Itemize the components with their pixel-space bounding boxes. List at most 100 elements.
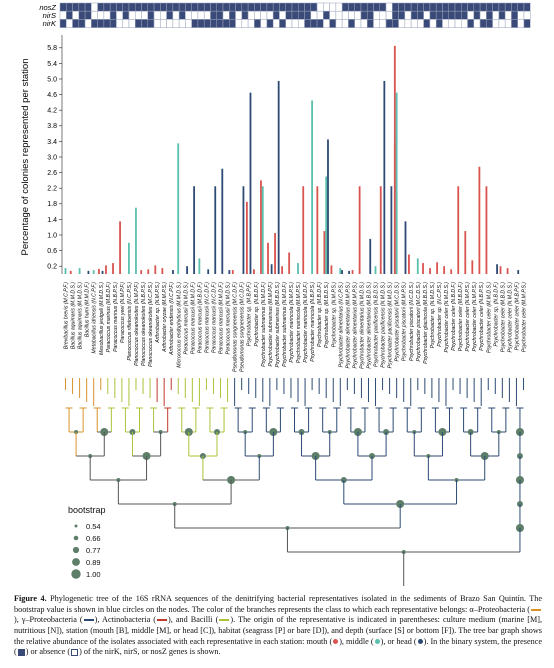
y-tick-label: 0.2 (47, 264, 57, 271)
gene-cell (66, 10, 73, 20)
isolate-label: Psychrobacter celer (M.B.D.F.) (458, 282, 464, 352)
gene-cell (203, 10, 211, 20)
gene-cell (398, 10, 406, 20)
y-tick-label: 4.2 (47, 108, 57, 115)
y-tick-label: 2.6 (47, 170, 57, 177)
isolate-label: Psychrobacter celer (N.M.P.S.) (465, 282, 471, 352)
bar-middle (311, 100, 313, 274)
gene-cell (279, 19, 286, 28)
gene-cell (373, 19, 381, 28)
gene-cell (203, 2, 211, 12)
y-tick-label: 5.0 (47, 76, 57, 83)
bar-head (390, 186, 393, 274)
gene-cell (323, 10, 330, 20)
bar-mouth (408, 254, 410, 274)
gene-cell (354, 19, 362, 28)
gene-cell (492, 10, 500, 20)
gene-cell (141, 19, 149, 28)
gene-cell (379, 10, 387, 20)
isolate-label: Psychrobacter piscatorii (N.C.D.S.) (409, 282, 415, 361)
bar-mouth (253, 269, 255, 274)
bar-mouth (471, 260, 474, 274)
gene-cell (417, 10, 424, 20)
isolate-label: Psychrobacter alimentarius (M.M.P.S.) (345, 282, 351, 369)
gene-cell (366, 19, 374, 28)
bar-middle (78, 268, 81, 274)
bacilli-swatch (219, 619, 230, 622)
gene-cell (172, 19, 180, 28)
gene-cell (203, 19, 211, 28)
gene-cell (511, 19, 518, 28)
bootstrap-legend-dot (72, 546, 80, 554)
gene-cell (486, 2, 493, 12)
isolate-label: Paracoccus marcusii (M.B.D.F.) (197, 282, 203, 354)
gene-cell (210, 2, 217, 12)
gene-cell (417, 19, 424, 28)
gene-cell (172, 10, 180, 20)
gene-cell (486, 19, 493, 28)
bootstrap-legend-dot (72, 558, 80, 566)
bar-head (101, 270, 104, 274)
gene-cell (404, 2, 412, 12)
absence-square (71, 648, 79, 656)
isolate-label: Psychrobacter piscatorii (M.C.D.S.) (416, 282, 422, 362)
gene-cell (128, 2, 136, 12)
gene-cell (78, 10, 86, 20)
gene-cell (191, 10, 199, 20)
gene-cell (72, 10, 80, 20)
bar-head (348, 270, 351, 274)
bootstrap-legend-dot (73, 535, 79, 541)
gene-cell (197, 2, 205, 12)
gene-cell (479, 19, 487, 28)
gene-cell (153, 2, 161, 12)
gene-cell (78, 2, 86, 12)
isolate-label: Psychrobacter submarinus (N.M.D.F.) (261, 282, 267, 367)
y-tick-label: 0.6 (47, 248, 57, 255)
bootstrap-legend-dot (74, 524, 78, 528)
bar-mouth (351, 270, 354, 274)
gene-cell (298, 19, 305, 28)
gene-cell (84, 2, 92, 12)
isolate-label: Psychrobacter piscatorii (M.M.P.S.) (402, 282, 408, 361)
gene-cell (197, 10, 205, 20)
gene-cell (316, 10, 324, 20)
gene-cell (134, 10, 142, 20)
isolate-label: Psychrobacter marincola (N.M.P.S.) (289, 282, 295, 363)
gene-cell (266, 19, 274, 28)
gene-cell (467, 10, 475, 20)
caption-text-7: ), or head ( (380, 636, 417, 646)
isolate-label: Arthrobacter sp. (N.M.P.S.) (155, 282, 161, 344)
isolate-label: Micrococcus endophyticus (M.M.D.S.) (176, 282, 182, 368)
actino-swatch (157, 619, 168, 622)
gene-cell (241, 19, 249, 28)
isolate-label: Psychrobacter pacificensis (M.M.D.S.) (388, 282, 394, 369)
gene-cell (160, 19, 167, 28)
gene-cell (160, 2, 167, 12)
isolate-label: Psychrobacter celer (N.M.P.S.) (472, 282, 478, 352)
gene-cell (435, 19, 443, 28)
gene-cell (348, 10, 355, 20)
caption-text-10: ) of the nirK, nirS, or nosZ genes is sh… (79, 647, 221, 657)
bar-head (383, 80, 386, 274)
gene-cell (210, 19, 217, 28)
gene-cell (448, 10, 456, 20)
gene-cell (141, 2, 149, 12)
gene-cell (235, 19, 243, 28)
bar-middle (92, 270, 95, 274)
bar-head (517, 270, 520, 274)
middle-dot (374, 639, 380, 645)
gene-cell (517, 2, 525, 12)
bootstrap-legend-value: 0.66 (86, 534, 101, 543)
bar-mouth (323, 231, 326, 274)
gene-cell (222, 19, 230, 28)
gene-cell (379, 19, 387, 28)
gene-cell (185, 19, 192, 28)
gene-cell (498, 2, 506, 12)
gene-cell (385, 10, 393, 20)
gene-cell (91, 19, 98, 28)
gene-cell (348, 2, 355, 12)
bar-mouth (379, 186, 382, 274)
gene-cell (185, 10, 192, 20)
bar-head (207, 269, 210, 274)
bar-mouth (302, 186, 305, 274)
